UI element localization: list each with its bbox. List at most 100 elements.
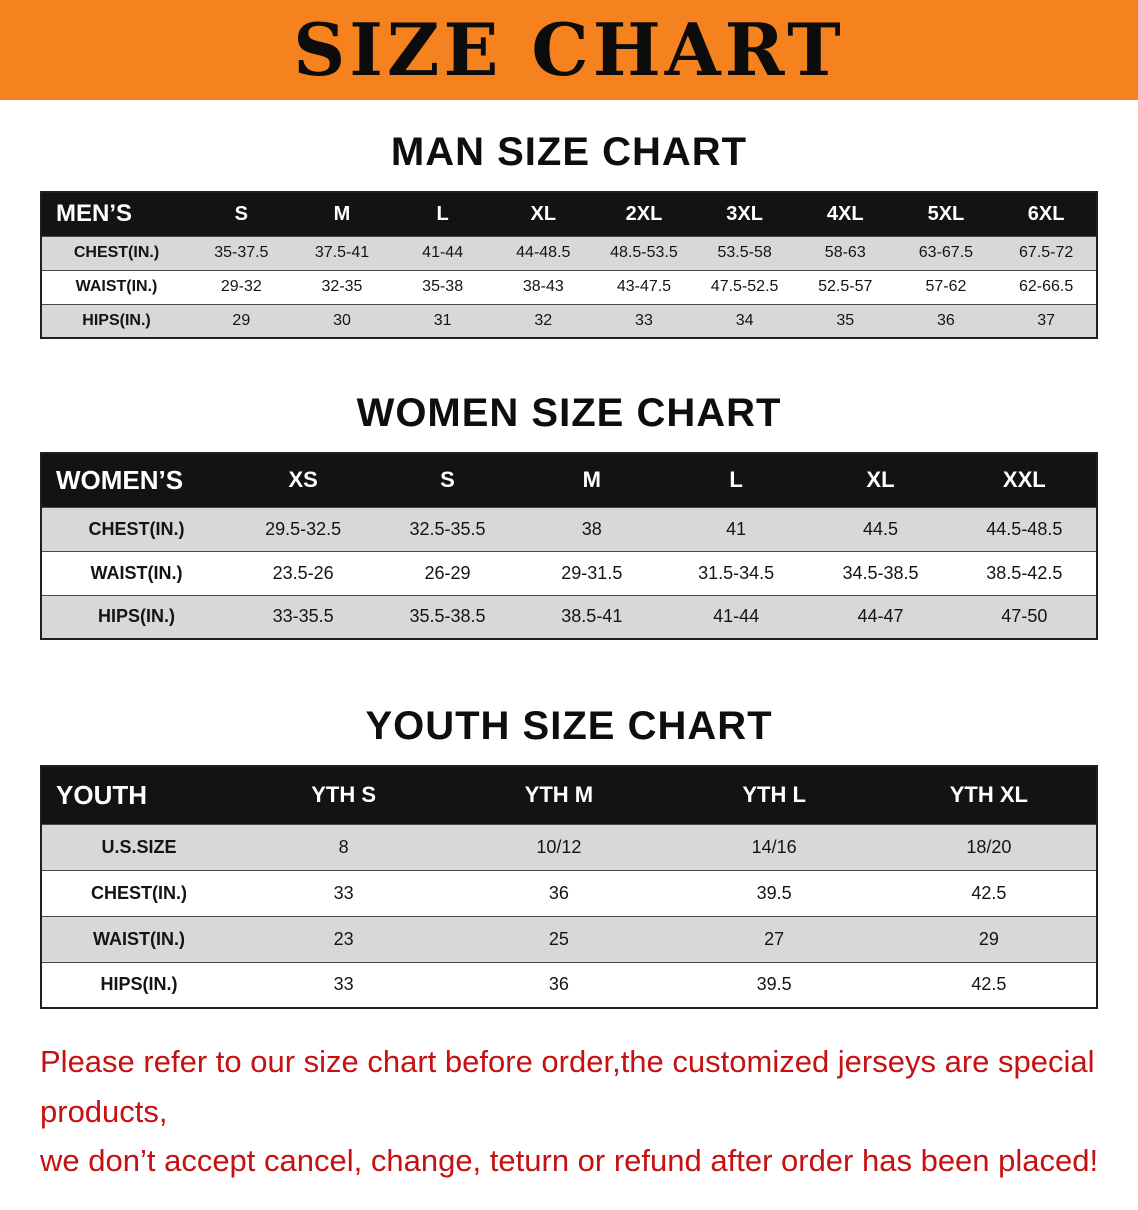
row-label: CHEST(IN.) — [41, 235, 191, 270]
size-col-header: 2XL — [593, 192, 695, 236]
youth-header-row: YOUTH YTH S YTH M YTH L YTH XL — [41, 766, 1097, 824]
disclaimer-line-2: we don’t accept cancel, change, teturn o… — [40, 1143, 1099, 1179]
value-cell: 27 — [666, 915, 882, 962]
banner-title: SIZE CHART — [293, 7, 845, 92]
size-col-header: S — [191, 192, 292, 236]
size-col-header: YTH M — [451, 766, 667, 824]
value-cell: 44-47 — [808, 594, 953, 639]
size-col-header: XL — [492, 192, 594, 236]
row-label: U.S.SIZE — [41, 823, 236, 870]
value-cell: 44.5 — [808, 506, 953, 551]
value-cell: 38 — [519, 506, 664, 551]
value-cell: 62-66.5 — [996, 269, 1097, 304]
men-table-label: MEN’S — [41, 192, 191, 236]
value-cell: 38-43 — [492, 269, 594, 304]
row-label: HIPS(IN.) — [41, 303, 191, 338]
value-cell: 32-35 — [291, 269, 393, 304]
value-cell: 34 — [694, 303, 795, 338]
value-cell: 25 — [451, 915, 667, 962]
youth-chest-row: CHEST(IN.) 33 36 39.5 42.5 — [41, 869, 1097, 916]
value-cell: 10/12 — [451, 823, 667, 870]
size-col-header: 6XL — [996, 192, 1097, 236]
value-cell: 41-44 — [392, 235, 493, 270]
value-cell: 32 — [492, 303, 594, 338]
youth-size-table: YOUTH YTH S YTH M YTH L YTH XL U.S.SIZE … — [40, 765, 1098, 1009]
youth-table-label: YOUTH — [41, 766, 236, 824]
value-cell: 36 — [895, 303, 997, 338]
disclaimer-line-1: Please refer to our size chart before or… — [40, 1044, 1095, 1129]
women-hips-row: HIPS(IN.) 33-35.5 35.5-38.5 38.5-41 41-4… — [41, 594, 1097, 639]
women-waist-row: WAIST(IN.) 23.5-26 26-29 29-31.5 31.5-34… — [41, 550, 1097, 595]
value-cell: 39.5 — [666, 961, 882, 1008]
value-cell: 35 — [794, 303, 896, 338]
value-cell: 42.5 — [881, 961, 1097, 1008]
men-waist-row: WAIST(IN.) 29-32 32-35 35-38 38-43 43-47… — [41, 269, 1097, 304]
size-col-header: S — [375, 453, 520, 507]
value-cell: 52.5-57 — [794, 269, 896, 304]
size-col-header: M — [519, 453, 664, 507]
value-cell: 41-44 — [663, 594, 809, 639]
value-cell: 67.5-72 — [996, 235, 1097, 270]
row-label: WAIST(IN.) — [41, 915, 236, 962]
size-col-header: YTH XL — [881, 766, 1097, 824]
row-label: CHEST(IN.) — [41, 506, 231, 551]
value-cell: 29.5-32.5 — [231, 506, 376, 551]
value-cell: 31.5-34.5 — [663, 550, 809, 595]
value-cell: 39.5 — [666, 869, 882, 916]
value-cell: 36 — [451, 869, 667, 916]
value-cell: 29-31.5 — [519, 550, 664, 595]
value-cell: 37 — [996, 303, 1097, 338]
men-size-table: MEN’S S M L XL 2XL 3XL 4XL 5XL 6XL CHEST… — [40, 191, 1098, 339]
value-cell: 23.5-26 — [231, 550, 376, 595]
value-cell: 32.5-35.5 — [375, 506, 520, 551]
value-cell: 14/16 — [666, 823, 882, 870]
youth-hips-row: HIPS(IN.) 33 36 39.5 42.5 — [41, 961, 1097, 1008]
row-label: WAIST(IN.) — [41, 550, 231, 595]
size-col-header: 3XL — [694, 192, 795, 236]
size-col-header: YTH S — [236, 766, 452, 824]
value-cell: 31 — [392, 303, 493, 338]
row-label: WAIST(IN.) — [41, 269, 191, 304]
men-header-row: MEN’S S M L XL 2XL 3XL 4XL 5XL 6XL — [41, 192, 1097, 236]
value-cell: 42.5 — [881, 869, 1097, 916]
men-section-heading: MAN SIZE CHART — [390, 130, 748, 174]
value-cell: 35-37.5 — [191, 235, 292, 270]
value-cell: 18/20 — [881, 823, 1097, 870]
women-section-heading: WOMEN SIZE CHART — [356, 391, 782, 435]
value-cell: 47.5-52.5 — [694, 269, 795, 304]
youth-waist-row: WAIST(IN.) 23 25 27 29 — [41, 915, 1097, 962]
value-cell: 26-29 — [375, 550, 520, 595]
value-cell: 47-50 — [952, 594, 1097, 639]
size-col-header: M — [291, 192, 393, 236]
value-cell: 8 — [236, 823, 452, 870]
men-hips-row: HIPS(IN.) 29 30 31 32 33 34 35 36 37 — [41, 303, 1097, 338]
value-cell: 44.5-48.5 — [952, 506, 1097, 551]
men-chest-row: CHEST(IN.) 35-37.5 37.5-41 41-44 44-48.5… — [41, 235, 1097, 270]
value-cell: 57-62 — [895, 269, 997, 304]
value-cell: 36 — [451, 961, 667, 1008]
value-cell: 33 — [593, 303, 695, 338]
value-cell: 33-35.5 — [231, 594, 376, 639]
size-col-header: XS — [231, 453, 376, 507]
value-cell: 38.5-41 — [519, 594, 664, 639]
value-cell: 33 — [236, 869, 452, 916]
value-cell: 29 — [191, 303, 292, 338]
value-cell: 29-32 — [191, 269, 292, 304]
value-cell: 35-38 — [392, 269, 493, 304]
women-chest-row: CHEST(IN.) 29.5-32.5 32.5-35.5 38 41 44.… — [41, 506, 1097, 551]
youth-section-heading: YOUTH SIZE CHART — [365, 704, 773, 748]
size-col-header: XL — [808, 453, 953, 507]
disclaimer: Please refer to our size chart before or… — [40, 1037, 1100, 1186]
value-cell: 44-48.5 — [492, 235, 594, 270]
row-label: CHEST(IN.) — [41, 869, 236, 916]
value-cell: 43-47.5 — [593, 269, 695, 304]
value-cell: 35.5-38.5 — [375, 594, 520, 639]
value-cell: 63-67.5 — [895, 235, 997, 270]
women-size-table: WOMEN’S XS S M L XL XXL CHEST(IN.) 29.5-… — [40, 452, 1098, 640]
size-col-header: 4XL — [794, 192, 896, 236]
size-col-header: L — [663, 453, 809, 507]
value-cell: 53.5-58 — [694, 235, 795, 270]
youth-ussize-row: U.S.SIZE 8 10/12 14/16 18/20 — [41, 823, 1097, 870]
value-cell: 29 — [881, 915, 1097, 962]
size-col-header: XXL — [952, 453, 1097, 507]
